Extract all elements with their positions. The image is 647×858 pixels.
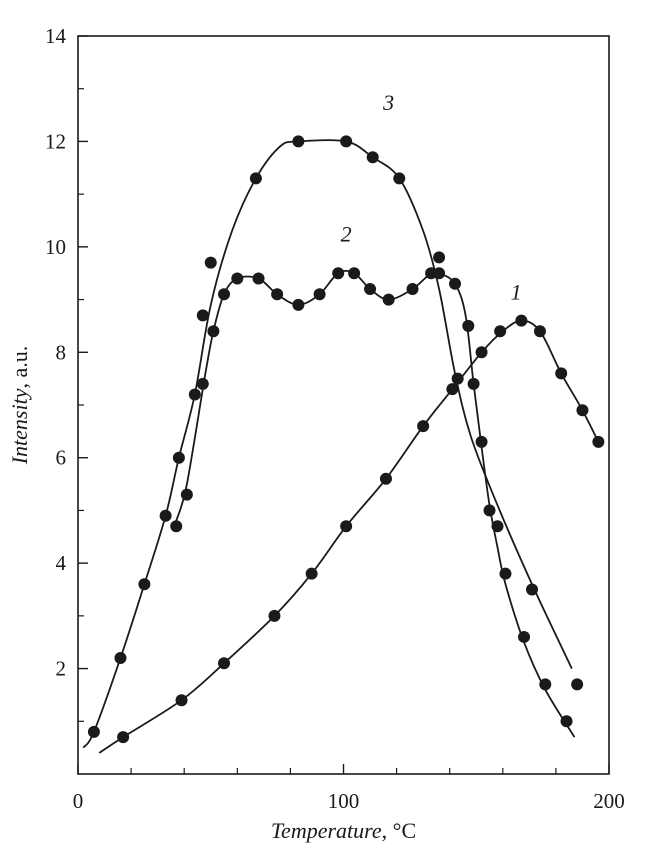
series-2-point [560,715,573,728]
x-axis-title: Temperature, °C [271,818,416,843]
series-1-point [218,657,231,670]
series-3-point [196,309,209,322]
series-1-point [555,367,568,380]
series-3-point [433,251,446,264]
series-2-point [292,298,305,311]
series-2-point [180,488,193,501]
series-3-point [114,652,127,665]
series-2-point [271,288,284,301]
x-axis-title-name: Temperature [271,818,382,843]
series-2-line [175,270,576,738]
y-tick-label: 8 [56,340,67,364]
series-3-point [340,135,353,148]
y-axis-title: Intensity, a.u. [7,346,32,466]
series-1-point [494,325,507,338]
series-2-point [499,567,512,580]
series-1-point [340,520,353,533]
y-axis-title-unit: , a.u. [7,346,32,389]
series-3-point [249,172,262,185]
series-2-point [382,293,395,306]
series-2-point [364,283,377,296]
series-3-point [188,388,201,401]
series-3-point [393,172,406,185]
series-1-point [117,731,130,744]
series-1-point [417,420,430,433]
y-axis-title-name: Intensity [7,388,32,465]
x-tick-label: 200 [593,789,625,813]
y-tick-label: 14 [45,24,67,48]
series-1-point [592,435,605,448]
y-tick-label: 4 [56,551,67,575]
series-2-point [252,272,265,285]
series-points [87,135,605,744]
x-tick-label: 0 [73,789,84,813]
series-3-point [196,377,209,390]
series-3-point [87,725,100,738]
series-2-point [231,272,244,285]
series-3-point [159,509,172,522]
series-3-point [526,583,539,596]
series-1-point [533,325,546,338]
series-2-point [483,504,496,517]
series-labels: 1 2 3 [341,90,522,305]
series-3-point [138,578,151,591]
series-1-point [576,404,589,417]
series-3-point [366,151,379,164]
y-tick-label: 10 [45,235,66,259]
series-1-label: 1 [511,280,522,305]
series-2-point [207,325,220,338]
series-3-point [571,678,584,691]
series-2-point [491,520,504,533]
y-tick-label: 2 [56,657,67,681]
series-3-point [292,135,305,148]
series-2-point [475,435,488,448]
y-tick-label: 12 [45,129,66,153]
series-3-line [82,139,573,749]
series-2-point [332,267,345,280]
series-1-point [268,609,281,622]
series-2-point [467,377,480,390]
series-2-point [433,267,446,280]
series-2-point [449,277,462,290]
series-1-point [451,372,464,385]
series-2-point [218,288,231,301]
series-1-point [475,346,488,359]
series-3-point [204,256,217,269]
series-1-point [305,567,318,580]
series-2-point [518,630,531,643]
series-2-label: 2 [341,222,352,247]
series-1-line [98,319,600,754]
series-3-label: 3 [382,90,394,115]
series-2-point [406,283,419,296]
series-1-point [175,694,188,707]
series-1-point [515,314,528,327]
series-3-point [172,451,185,464]
series-1-point [379,472,392,485]
series-2-point [313,288,326,301]
series-2-point [462,319,475,332]
series-2-point [170,520,183,533]
series-2-point [348,267,361,280]
x-tick-label: 100 [328,789,360,813]
x-axis-title-unit: , °C [382,818,416,843]
y-tick-label: 6 [56,446,67,470]
series-2-point [539,678,552,691]
series-1-point [446,383,459,396]
